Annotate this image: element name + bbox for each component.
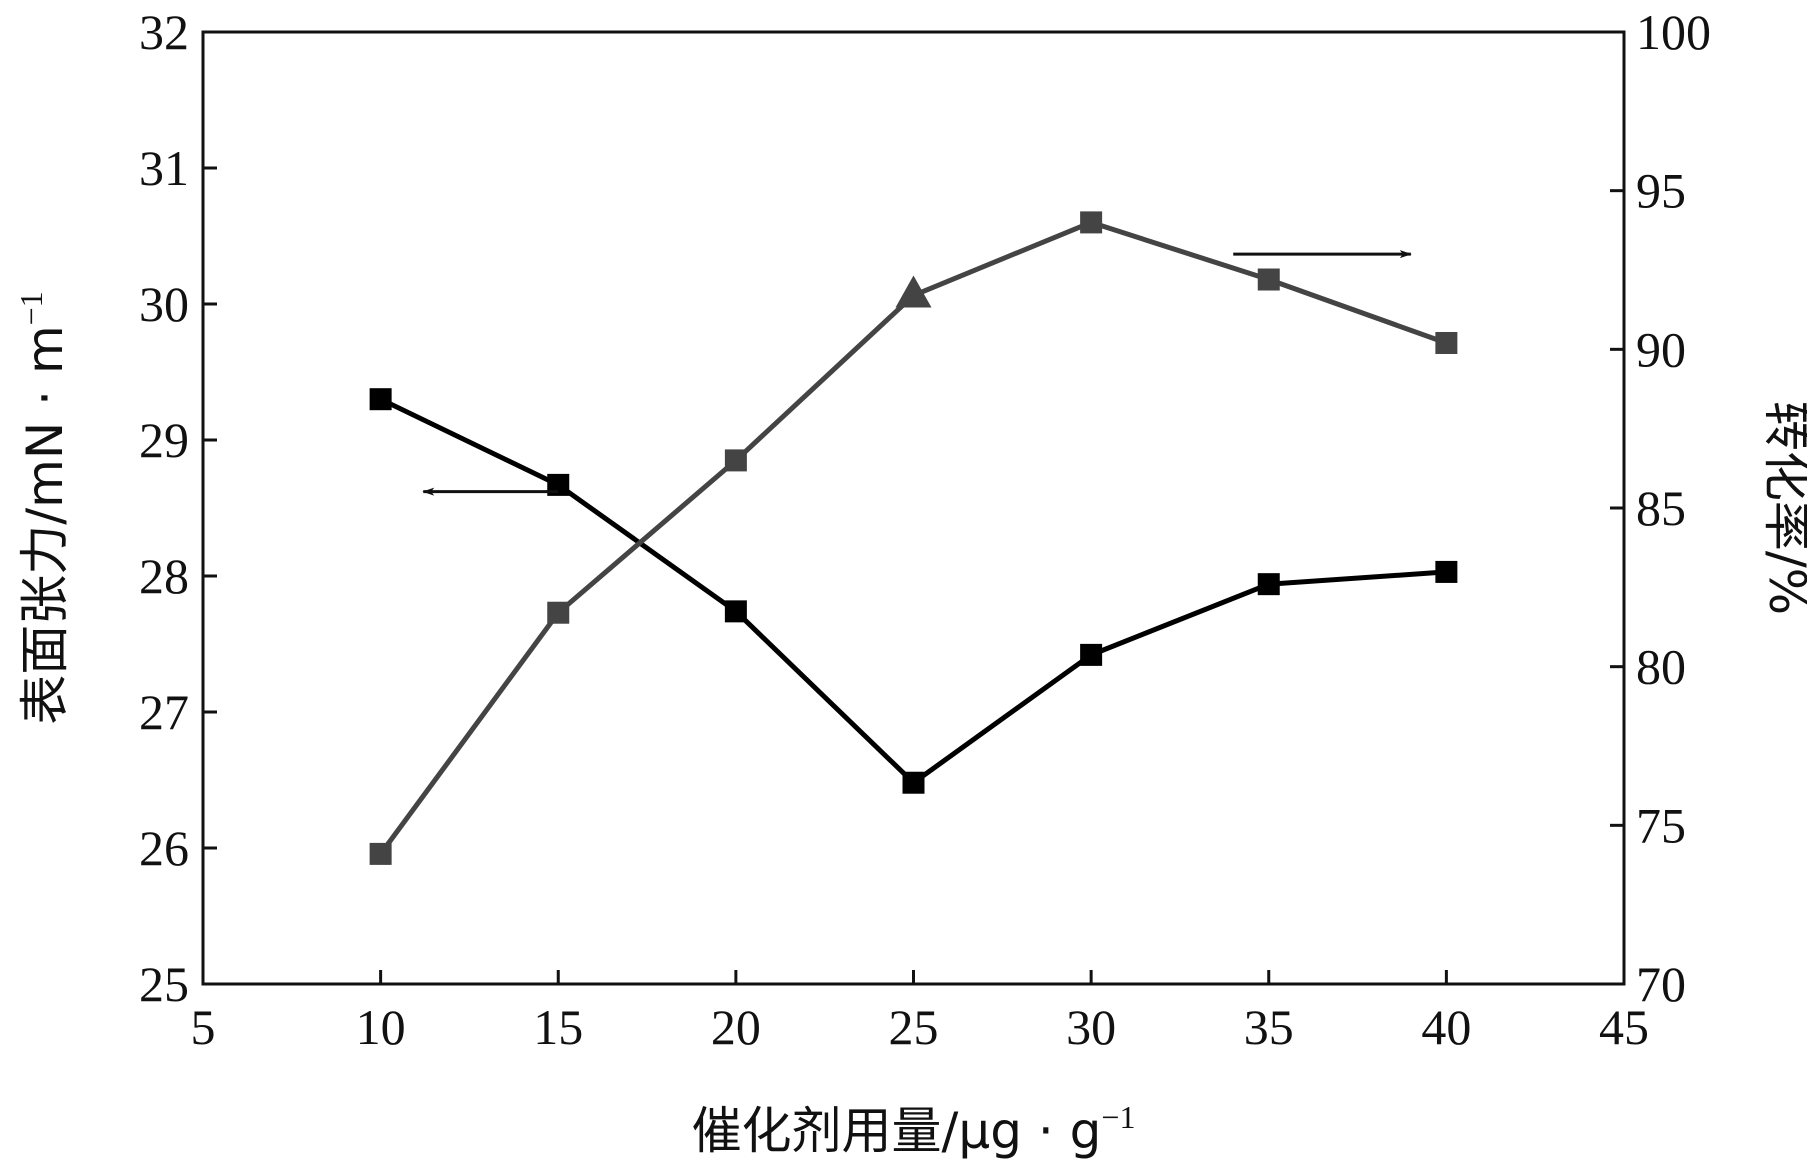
x-axis-label: 催化剂用量/μg · g−1 (692, 1099, 1136, 1160)
x-tick-label: 10 (356, 999, 406, 1055)
x-tick-label: 40 (1421, 999, 1471, 1055)
x-tick-label: 25 (889, 999, 939, 1055)
y-axis-left-label-text: 表面张力/mN · m (16, 325, 74, 724)
plot-frame (201, 30, 1626, 986)
y-left-tick-label: 32 (139, 4, 189, 60)
axis-labels: 催化剂用量/μg · g−1 表面张力/mN · m−1 转化率/% (13, 291, 1807, 1160)
data-point (724, 600, 747, 623)
y-right-tick-label: 90 (1636, 321, 1686, 377)
y-right-tick-label: 100 (1636, 4, 1711, 60)
y-axis-left-label-sup: −1 (13, 291, 49, 325)
y-left-tick-label: 30 (139, 276, 189, 332)
y-left-tick-label: 26 (139, 820, 189, 876)
series-line (379, 396, 1447, 786)
x-axis-label-sup: −1 (1101, 1099, 1135, 1135)
x-tick-label: 15 (533, 999, 583, 1055)
series-right-axis (369, 211, 1458, 865)
data-point (1435, 331, 1458, 354)
series-left-axis (369, 388, 1458, 794)
x-axis-label-text: 催化剂用量/μg · g (692, 1102, 1102, 1160)
y-right-tick-label: 70 (1636, 956, 1686, 1012)
axes: 5 10 15 20 25 30 35 40 45 25 26 27 28 29 30 31 32 70 75 80 8… (139, 4, 1711, 1055)
series-layer (369, 211, 1458, 865)
y-right-tick-label: 95 (1636, 163, 1686, 219)
data-point (369, 388, 392, 411)
annotations (422, 250, 1412, 496)
series-line (378, 219, 1448, 856)
data-point (724, 449, 747, 472)
y-axis-left-label: 表面张力/mN · m−1 (13, 291, 74, 724)
data-point (369, 842, 392, 865)
data-point (1257, 573, 1280, 596)
y-left-tick-label: 28 (139, 548, 189, 604)
y-right-tick-label: 75 (1636, 797, 1686, 853)
y-left-tick-label: 25 (139, 956, 189, 1012)
y-left-tick-label: 29 (139, 412, 189, 468)
data-point (895, 275, 932, 308)
data-point (1080, 211, 1103, 234)
y-right-tick-label: 85 (1636, 480, 1686, 536)
y-left-tick-label: 31 (139, 140, 189, 196)
data-point (1435, 560, 1458, 583)
x-tick-label: 30 (1066, 999, 1116, 1055)
data-point (1257, 268, 1280, 291)
data-point (1080, 643, 1103, 666)
y-axis-right-label: 转化率/% (1758, 401, 1807, 615)
data-point (547, 601, 570, 624)
data-point (902, 771, 925, 794)
x-tick-label: 5 (191, 999, 216, 1055)
x-tick-label: 35 (1244, 999, 1294, 1055)
x-tick-label: 20 (711, 999, 761, 1055)
y-right-tick-label: 80 (1636, 639, 1686, 695)
x-tick-label: 45 (1599, 999, 1649, 1055)
y-left-tick-label: 27 (139, 684, 189, 740)
